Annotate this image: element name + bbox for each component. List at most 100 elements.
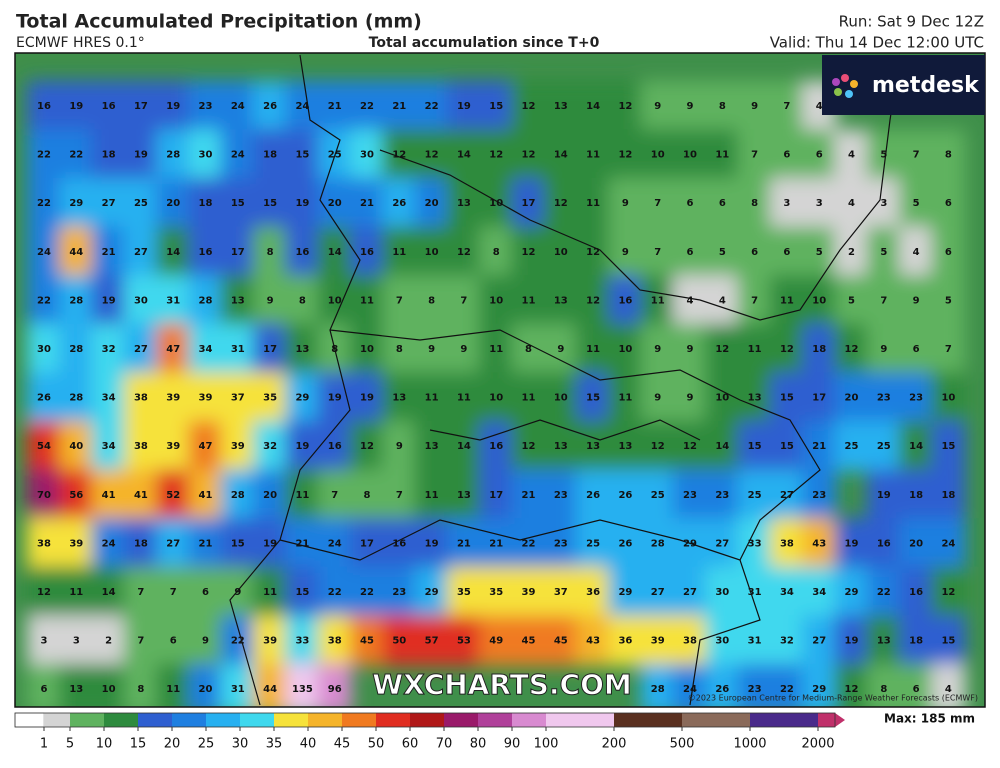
precip-cell: [156, 323, 191, 375]
cell-value: 12: [522, 441, 536, 452]
precip-cell: [543, 80, 578, 132]
precip-cell: [414, 615, 449, 666]
colorbar-label: 35: [266, 737, 283, 752]
cell-value: 7: [751, 295, 758, 306]
cell-value: 18: [102, 150, 116, 161]
precip-cell: [446, 323, 482, 375]
precip-cell: [543, 420, 578, 472]
precip-cell: [511, 566, 546, 618]
cell-value: 28: [199, 295, 213, 306]
cell-value: 38: [134, 441, 148, 452]
cell-value: 13: [586, 441, 600, 452]
precip-cell: [220, 372, 255, 423]
cell-value: 5: [880, 150, 887, 161]
cell-value: 7: [654, 247, 661, 258]
precip-cell: [156, 129, 191, 180]
cell-value: 38: [780, 538, 794, 549]
cell-value: 21: [457, 538, 471, 549]
precip-cell: [898, 518, 934, 569]
precip-cell: [834, 518, 869, 569]
cell-value: 5: [913, 198, 920, 209]
cell-value: 10: [715, 393, 729, 404]
precip-cell: [640, 663, 675, 707]
precip-cell: [511, 469, 546, 521]
cell-value: 19: [263, 538, 277, 549]
cell-value: 54: [37, 441, 51, 452]
precip-cell: [414, 566, 449, 618]
cell-value: 23: [909, 393, 923, 404]
cell-value: 9: [880, 344, 887, 355]
precip-cell: [91, 226, 126, 278]
copyright: ©2023 European Centre for Medium-Range W…: [688, 694, 978, 703]
precip-cell: [931, 469, 966, 521]
precip-cell: [834, 372, 869, 423]
cell-value: 13: [425, 441, 439, 452]
colorbar-label: 20: [164, 737, 181, 752]
precip-cell: [802, 518, 837, 569]
watermark: WXCHARTS.COM: [372, 668, 632, 701]
cell-value: 13: [231, 295, 245, 306]
precip-cell: [59, 566, 94, 618]
cell-value: 3: [783, 198, 790, 209]
cell-value: 10: [489, 295, 503, 306]
precip-cell: [59, 226, 94, 278]
precip-cell: [252, 177, 288, 229]
precip-cell: [705, 275, 740, 326]
run-time: Run: Sat 9 Dec 12Z: [839, 13, 984, 31]
precip-cell: [737, 275, 772, 326]
cell-value: 18: [941, 490, 955, 501]
cell-value: 13: [748, 393, 762, 404]
precip-cell: [898, 566, 934, 618]
precip-cell: [640, 275, 675, 326]
cell-value: 24: [941, 538, 955, 549]
precip-cell: [414, 129, 449, 180]
precip-cell: [91, 615, 126, 666]
precip-cell: [446, 469, 482, 521]
cell-value: 34: [102, 393, 116, 404]
precip-cell: [59, 615, 94, 666]
cell-value: 8: [137, 684, 144, 695]
cell-value: 14: [554, 150, 568, 161]
cell-value: 6: [816, 150, 823, 161]
cell-value: 6: [783, 150, 790, 161]
cell-value: 7: [460, 295, 467, 306]
cell-value: 8: [428, 295, 435, 306]
precip-cell: [26, 469, 62, 521]
cell-value: 12: [554, 198, 568, 209]
precip-cell: [382, 372, 417, 423]
precip-cell: [382, 469, 417, 521]
colorbar-segment: [444, 713, 478, 727]
precip-cell: [834, 615, 869, 666]
cell-value: 11: [166, 684, 180, 695]
precipitation-field: [26, 80, 966, 707]
precip-cell: [285, 226, 320, 278]
cell-value: 27: [780, 490, 794, 501]
precip-cell: [59, 663, 94, 707]
cell-value: 20: [909, 538, 923, 549]
cell-value: 30: [360, 150, 374, 161]
precip-cell: [737, 615, 772, 666]
border-line: [279, 519, 761, 706]
subtitle: Total accumulation since T+0: [369, 35, 600, 51]
cell-value: 24: [231, 150, 245, 161]
precip-cell: [575, 177, 611, 229]
cell-value: 21: [489, 538, 503, 549]
precip-cell: [220, 323, 255, 375]
cell-value: 8: [525, 344, 532, 355]
cell-value: 21: [522, 490, 536, 501]
precip-cell: [802, 323, 837, 375]
cell-value: 12: [845, 684, 859, 695]
cell-value: 11: [748, 344, 762, 355]
precip-cell: [317, 177, 352, 229]
cell-value: 28: [231, 490, 245, 501]
border-line: [379, 54, 901, 321]
precip-cell: [802, 226, 837, 278]
precip-cell: [640, 80, 675, 132]
precip-cell: [672, 177, 708, 229]
cell-value: 23: [877, 393, 891, 404]
cell-value: 7: [137, 636, 144, 647]
precip-cell: [511, 615, 546, 666]
cell-value: 31: [231, 684, 245, 695]
cell-value: 39: [231, 441, 245, 452]
cell-value: 22: [780, 684, 794, 695]
